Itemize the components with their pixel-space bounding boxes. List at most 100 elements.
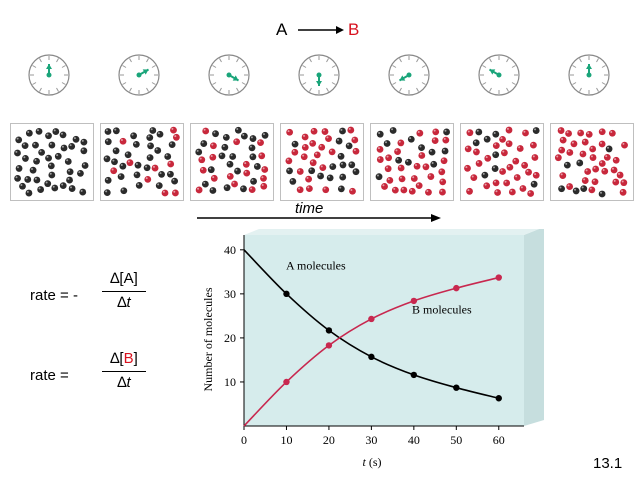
molecule-a <box>492 151 500 159</box>
molecule-b <box>305 175 313 183</box>
delta-bracket-open: ∆[ <box>110 350 124 367</box>
plot-panel <box>244 235 524 426</box>
molecule-b <box>492 179 500 187</box>
y-tick-label: 40 <box>224 243 236 257</box>
molecule-b <box>258 152 266 160</box>
molecule-a <box>345 142 353 150</box>
molecule-b <box>391 186 399 194</box>
rate-b-denominator: ∆t <box>102 374 146 391</box>
molecule-a <box>25 129 33 137</box>
rate-b-fraction: ∆[B] ∆t <box>102 350 146 391</box>
molecule-a <box>146 154 154 162</box>
molecule-b <box>513 174 521 181</box>
molecule-b <box>508 188 516 196</box>
molecule-a <box>104 138 112 146</box>
molecule-b <box>301 133 309 141</box>
x-tick-label: 50 <box>450 433 462 447</box>
molecule-a <box>117 173 125 180</box>
y-tick-label: 10 <box>224 375 236 389</box>
molecule-a <box>24 176 32 183</box>
molecule-a <box>407 135 415 143</box>
molecule-a <box>21 142 29 150</box>
molecule-b <box>516 145 524 152</box>
molecule-a <box>472 139 480 147</box>
molecule-b <box>376 145 384 153</box>
molecule-a <box>135 182 143 189</box>
molecule-b <box>322 186 330 194</box>
molecule-a <box>103 189 111 197</box>
molecule-a <box>68 142 76 150</box>
molecule-a <box>218 152 226 160</box>
clock-icon <box>478 54 520 96</box>
molecule-b <box>559 136 567 144</box>
molecule-b <box>199 166 207 174</box>
molecule-b <box>608 129 616 137</box>
molecule-b <box>410 175 418 182</box>
molecule-b <box>500 149 508 157</box>
series-b-molecules-point <box>453 284 460 292</box>
molecule-b <box>442 136 450 144</box>
molecule-b <box>309 159 317 167</box>
molecule-b <box>525 168 532 176</box>
molecule-a <box>72 135 80 143</box>
molecule-a <box>143 164 151 172</box>
molecule-box <box>190 123 274 201</box>
molecule-b <box>418 152 426 159</box>
molecule-a <box>605 145 613 153</box>
y-axis-label: Number of molecules <box>201 287 215 391</box>
molecule-b <box>172 133 180 141</box>
rate-b-numerator: ∆[B] <box>102 350 146 370</box>
molecule-a <box>289 178 297 185</box>
molecule-b <box>598 140 606 148</box>
series-label-b: B molecules <box>412 303 472 317</box>
molecule-b <box>400 186 408 194</box>
molecule-box <box>370 123 454 201</box>
molecule-b <box>352 147 360 155</box>
molecule-b <box>321 128 329 135</box>
molecule-b <box>310 127 318 135</box>
molecule-b <box>260 182 268 190</box>
molecule-a <box>154 147 162 154</box>
molecule-a <box>339 161 347 169</box>
molecule-b <box>110 167 118 175</box>
molecule-a <box>37 186 45 193</box>
molecule-a <box>52 128 60 135</box>
molecule-a <box>308 167 316 175</box>
molecule-b <box>610 166 618 174</box>
plot-panel-top <box>244 229 539 235</box>
molecule-b <box>210 142 217 150</box>
molecule-a <box>418 144 425 152</box>
molecule-b <box>505 126 513 134</box>
species-b: B <box>123 350 134 367</box>
molecule-b <box>592 165 600 173</box>
molecule-b <box>257 139 264 147</box>
molecule-a <box>240 185 247 193</box>
molecule-b <box>439 188 446 196</box>
molecule-a <box>60 144 68 152</box>
molecule-a <box>104 176 112 184</box>
molecule-b <box>581 138 589 146</box>
x-tick-label: 30 <box>365 433 377 447</box>
molecule-a <box>207 166 215 174</box>
molecule-b <box>559 172 567 180</box>
molecule-b <box>381 183 388 190</box>
molecule-a <box>492 130 500 138</box>
molecule-a <box>51 184 59 192</box>
molecule-b <box>261 166 269 173</box>
molecule-a <box>383 140 391 147</box>
molecule-a <box>286 167 293 175</box>
molecule-b <box>309 140 317 147</box>
molecule-b <box>285 157 293 165</box>
slide-number: 13.1 <box>593 455 623 472</box>
molecule-a <box>156 130 164 138</box>
molecule-a <box>483 135 491 143</box>
molecule-b <box>432 128 440 136</box>
rate-a-fraction: ∆[A] ∆t <box>102 270 146 311</box>
molecule-b <box>233 138 241 146</box>
molecule-b <box>530 141 537 149</box>
molecule-b <box>483 182 491 190</box>
molecule-b <box>300 153 308 161</box>
rate-a-denominator: ∆t <box>102 294 146 311</box>
molecule-b <box>620 179 628 187</box>
molecule-b <box>601 167 609 175</box>
